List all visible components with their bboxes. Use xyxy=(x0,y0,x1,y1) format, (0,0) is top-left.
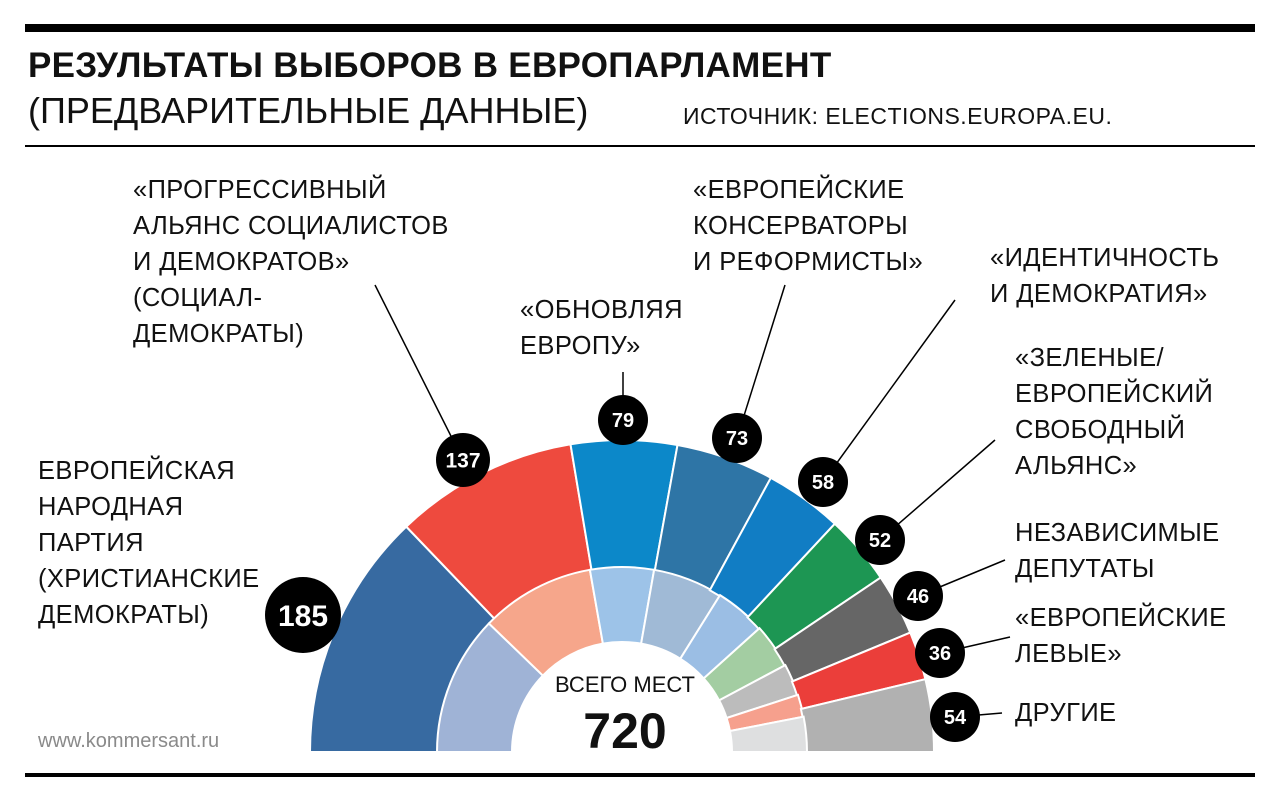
value-bubble-renew xyxy=(598,395,648,445)
party-label-line: «ЕВРОПЕЙСКИЕ xyxy=(693,176,905,204)
top-rule xyxy=(25,24,1255,32)
party-label-line: АЛЬЯНС СОЦИАЛИСТОВ xyxy=(133,212,449,240)
party-label-others: ДРУГИЕ xyxy=(1015,695,1116,731)
data-label-left: 36 xyxy=(929,643,951,665)
party-label-ecr: «ЕВРОПЕЙСКИЕ КОНСЕРВАТОРЫ И РЕФОРМИСТЫ» xyxy=(693,172,923,280)
value-bubble-ecr xyxy=(712,413,762,463)
party-label-epp: ЕВРОПЕЙСКАЯ НАРОДНАЯ ПАРТИЯ (ХРИСТИАНСКИЕ ДЕ… xyxy=(38,453,260,633)
party-label-line: ПАРТИЯ xyxy=(38,529,144,557)
data-label-others: 54 xyxy=(944,707,967,729)
party-label-line: ЕВРОПУ» xyxy=(520,332,641,360)
data-label-epp: 185 xyxy=(278,600,328,633)
party-label-line: «ПРОГРЕССИВНЫЙ xyxy=(133,176,387,204)
party-label-line: ДЕМОКРАТЫ) xyxy=(38,601,210,629)
data-label-greens: 52 xyxy=(869,530,891,552)
party-label-line: ДРУГИЕ xyxy=(1015,699,1117,727)
leader-line-sd xyxy=(374,284,464,461)
party-label-id: «ИДЕНТИЧНОСТЬ И ДЕМОКРАТИЯ» xyxy=(990,240,1219,312)
data-label-ecr: 73 xyxy=(726,428,748,450)
value-bubble-others xyxy=(930,692,980,742)
bottom-rule xyxy=(25,773,1255,777)
party-label-line: ЛЕВЫЕ» xyxy=(1015,640,1122,668)
party-label-line: И ДЕМОКРАТИЯ» xyxy=(990,280,1208,308)
party-label-line: И ДЕМОКРАТОВ» xyxy=(133,248,350,276)
leader-line-id xyxy=(822,299,956,483)
party-label-line: «ЗЕЛЕНЫЕ/ xyxy=(1015,344,1165,372)
value-bubble-id xyxy=(798,457,848,507)
seat-segment-others xyxy=(799,677,936,753)
value-bubble-ni xyxy=(893,571,943,621)
leader-line-ecr xyxy=(736,284,786,439)
party-label-line: И РЕФОРМИСТЫ» xyxy=(693,248,924,276)
party-label-line: КОНСЕРВАТОРЫ xyxy=(693,212,909,240)
party-label-line: ДЕМОКРАТЫ) xyxy=(133,320,305,348)
value-bubble-epp xyxy=(265,577,341,653)
party-label-line: АЛЬЯНС» xyxy=(1015,452,1138,480)
data-label-sd: 137 xyxy=(445,450,480,473)
party-label-line: «ЕВРОПЕЙСКИЕ xyxy=(1015,604,1227,632)
party-label-ni: НЕЗАВИСИМЫЕ ДЕПУТАТЫ xyxy=(1015,515,1220,587)
data-label-renew: 79 xyxy=(612,410,634,432)
party-label-line: СВОБОДНЫЙ xyxy=(1015,416,1186,444)
party-label-greens: «ЗЕЛЕНЫЕ/ЕВРОПЕЙСКИЙ СВОБОДНЫЙ АЛЬЯНС» xyxy=(1015,340,1213,484)
party-label-line: ЕВРОПЕЙСКИЙ xyxy=(1015,380,1214,408)
party-label-line: «ИДЕНТИЧНОСТЬ xyxy=(990,244,1220,272)
party-label-renew: «ОБНОВЛЯЯ ЕВРОПУ» xyxy=(520,292,683,364)
chart-title: РЕЗУЛЬТАТЫ ВЫБОРОВ В ЕВРОПАРЛАМЕНТ xyxy=(28,46,832,85)
party-label-line: НЕЗАВИСИМЫЕ xyxy=(1015,519,1220,547)
data-label-id: 58 xyxy=(812,472,834,494)
source-note: ИСТОЧНИК: ELECTIONS.EUROPA.EU. xyxy=(683,103,1113,129)
value-bubble-left xyxy=(915,628,965,678)
header-divider xyxy=(25,145,1255,147)
party-label-left: «ЕВРОПЕЙСКИЕ ЛЕВЫЕ» xyxy=(1015,600,1227,672)
inner-segment-others xyxy=(728,715,809,753)
party-label-line: (СОЦИАЛ- xyxy=(133,284,263,312)
party-label-sd: «ПРОГРЕССИВНЫЙ АЛЬЯНС СОЦИАЛИСТОВ И ДЕМОКР… xyxy=(133,172,449,352)
chart-subtitle: (ПРЕДВАРИТЕЛЬНЫЕ ДАННЫЕ) xyxy=(28,90,589,131)
party-label-line: НАРОДНАЯ xyxy=(38,493,184,521)
total-value: 720 xyxy=(583,703,667,759)
value-bubble-greens xyxy=(855,515,905,565)
footer-site: www.kommersant.ru xyxy=(38,730,220,752)
data-label-ni: 46 xyxy=(907,586,929,608)
leader-line-greens xyxy=(879,439,996,541)
value-bubble-sd xyxy=(436,433,490,487)
total-label: ВСЕГО МЕСТ xyxy=(554,672,695,697)
party-label-line: ЕВРОПЕЙСКАЯ xyxy=(38,457,236,485)
party-label-line: «ОБНОВЛЯЯ xyxy=(520,296,683,324)
party-label-line: ДЕПУТАТЫ xyxy=(1015,555,1155,583)
party-label-line: (ХРИСТИАНСКИЕ xyxy=(38,565,260,593)
